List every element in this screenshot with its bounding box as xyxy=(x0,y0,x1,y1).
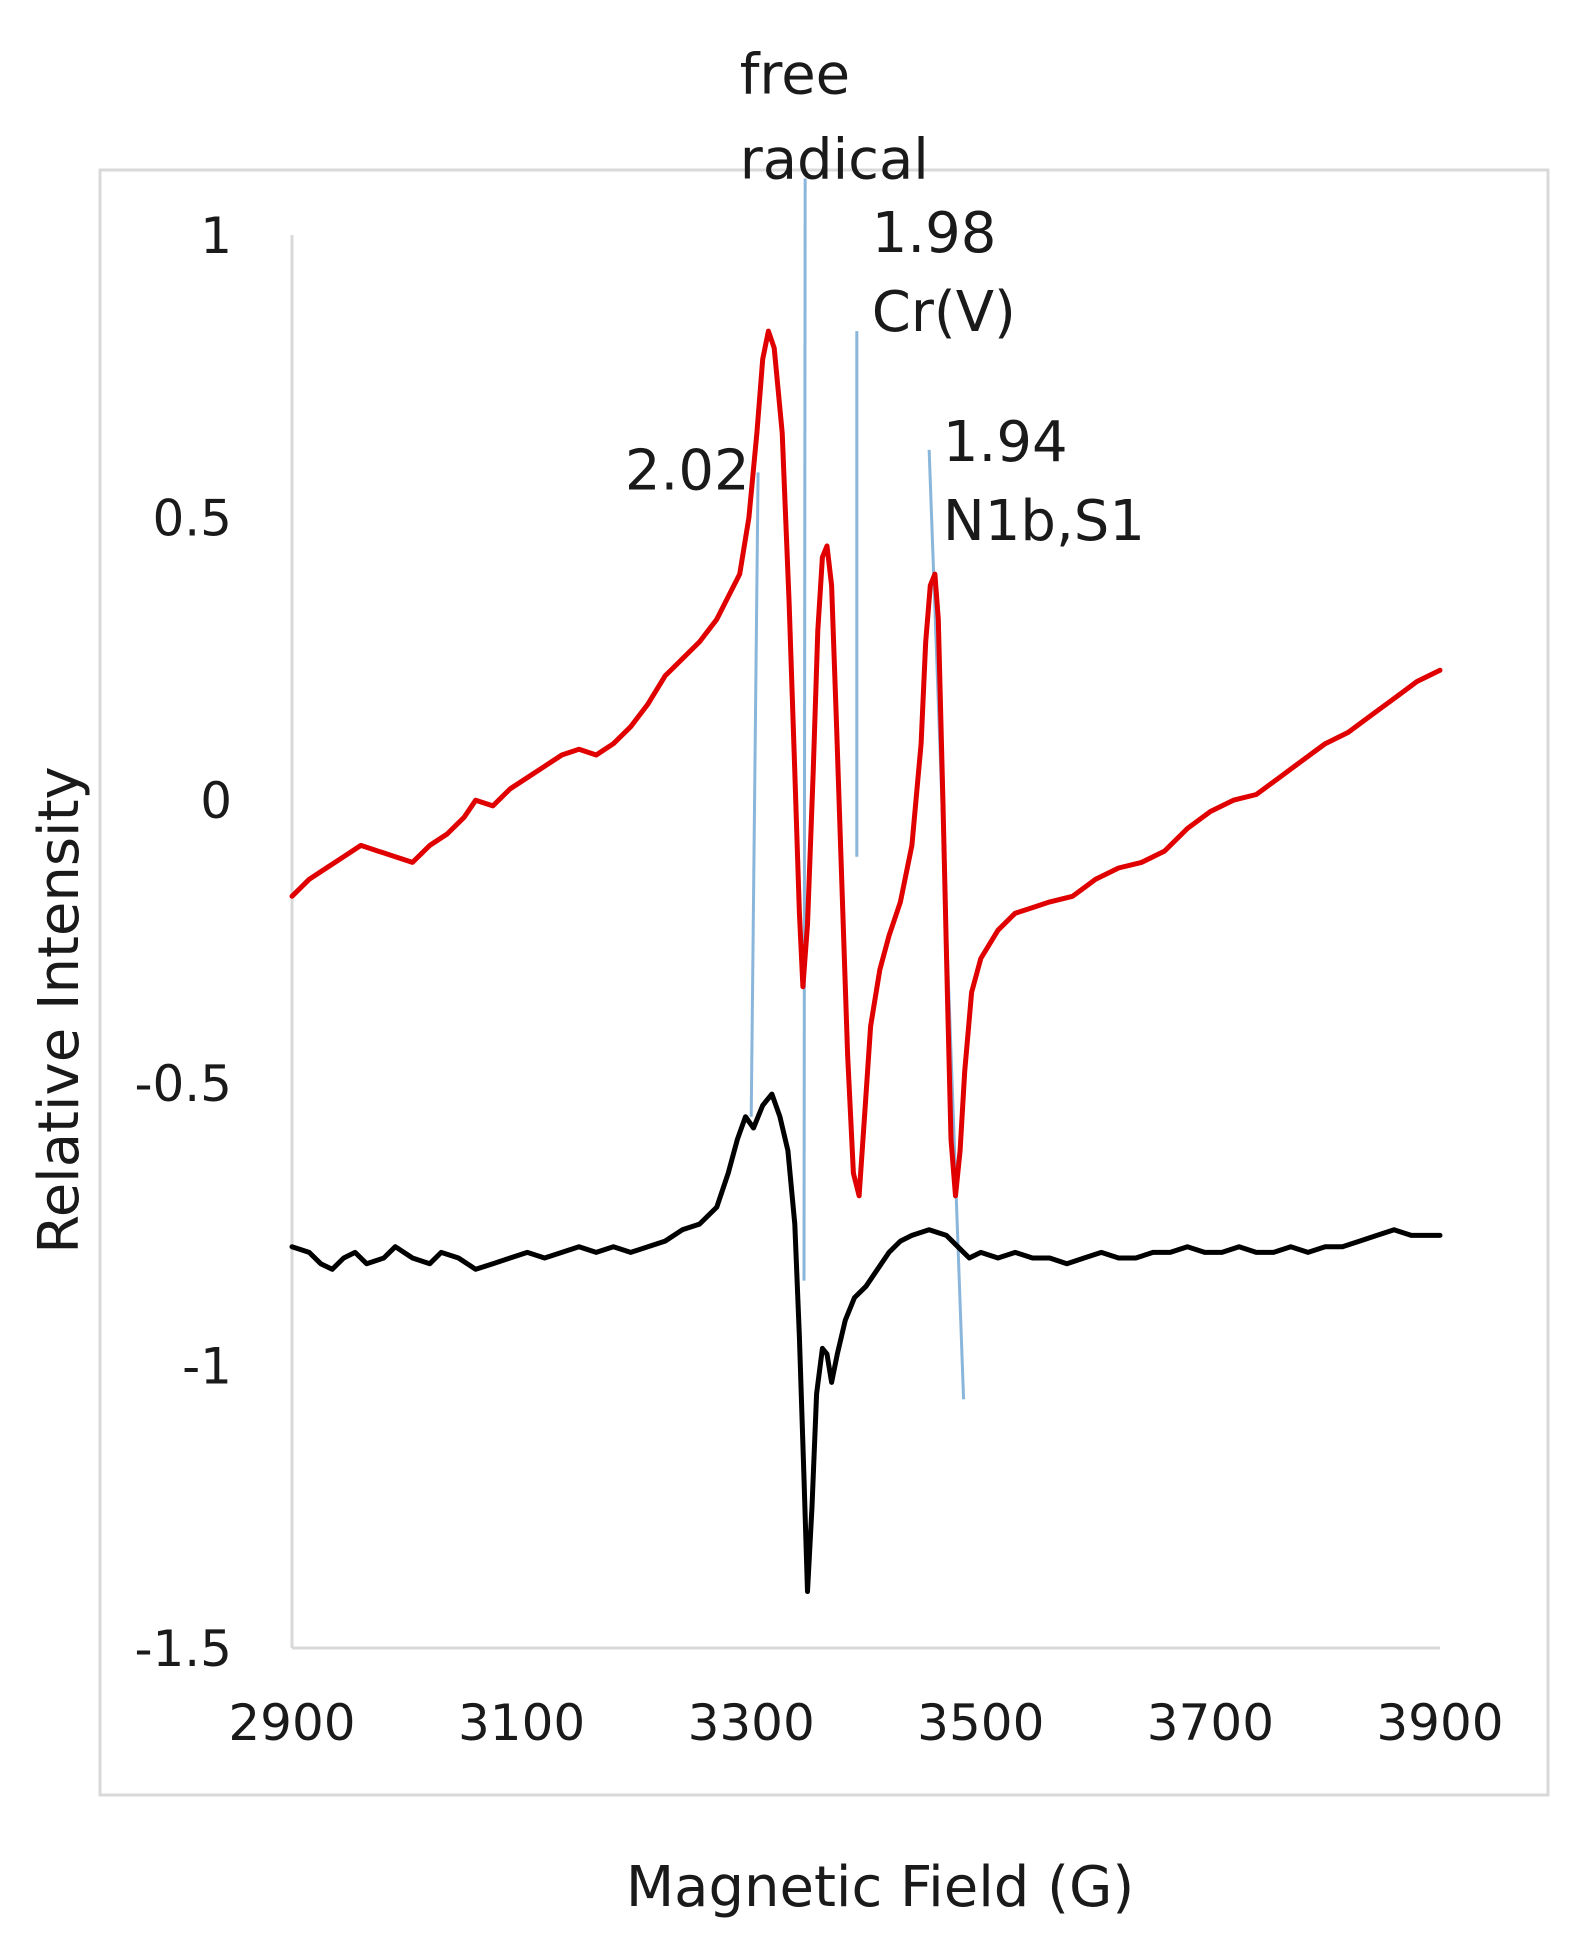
annot-1-94: 1.94 xyxy=(943,410,1068,475)
x-tick-label: 3300 xyxy=(688,1694,815,1752)
annotations: free radical 2.02 1.98 Cr(V) 1.94 N1b,S1 xyxy=(625,43,1145,555)
series-lines xyxy=(289,328,1443,1594)
annot-n1b-s1: N1b,S1 xyxy=(943,489,1145,554)
x-tick-label: 3900 xyxy=(1376,1694,1503,1752)
y-axis-title: Relative Intensity xyxy=(27,766,92,1253)
y-tick-label: -1 xyxy=(182,1337,232,1395)
annot-crv: Cr(V) xyxy=(872,280,1016,345)
y-tick-label: -1.5 xyxy=(134,1620,232,1678)
y-tick-label: 0 xyxy=(200,772,232,830)
y-tick-label: 1 xyxy=(200,207,232,265)
y-tick-labels: 1 0.5 0 -0.5 -1 -1.5 xyxy=(134,207,232,1678)
annot-radical: radical xyxy=(740,127,929,192)
annot-2-02: 2.02 xyxy=(625,438,750,503)
chart-border xyxy=(98,168,1550,1797)
x-tick-labels: 2900 3100 3300 3500 3700 3900 xyxy=(228,1694,1503,1752)
x-tick-label: 3100 xyxy=(458,1694,585,1752)
y-tick-label: 0.5 xyxy=(152,490,232,548)
x-axis-title: Magnetic Field (G) xyxy=(626,1855,1134,1920)
x-tick-label: 3700 xyxy=(1147,1694,1274,1752)
marker-line-free-radical xyxy=(802,178,807,1281)
marker-line-g-2.02 xyxy=(749,472,760,1117)
marker-lines xyxy=(749,178,966,1400)
y-tick-label: -0.5 xyxy=(134,1055,232,1113)
annot-1-98: 1.98 xyxy=(872,201,997,266)
series-line-red xyxy=(289,328,1443,1199)
series-line-black xyxy=(289,1091,1443,1594)
annot-free: free xyxy=(740,43,850,108)
x-tick-label: 3500 xyxy=(917,1694,1044,1752)
x-tick-label: 2900 xyxy=(228,1694,355,1752)
